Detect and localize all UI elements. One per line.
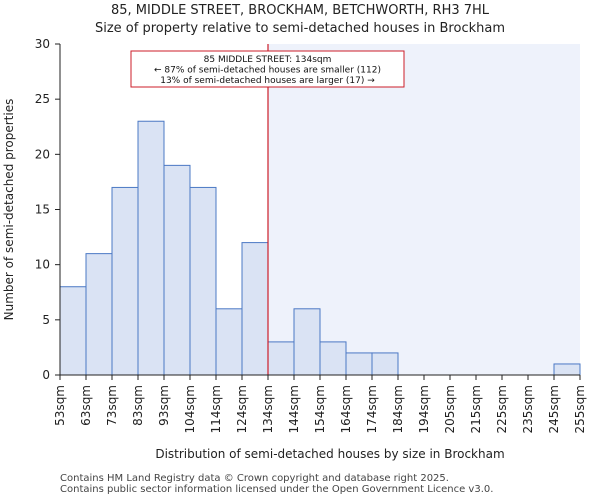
bar-164sqm: [345, 352, 373, 376]
annotation-line-1: 85 MIDDLE STREET: 134sqm: [204, 55, 332, 65]
y-tick-label: 30: [35, 37, 50, 51]
x-tick-label: 104sqm: [183, 385, 197, 433]
bar-134sqm: [267, 341, 295, 376]
annotation-line-2: ← 87% of semi-detached houses are smalle…: [154, 66, 381, 76]
chart-subtitle: Size of property relative to semi-detach…: [94, 21, 505, 36]
x-tick-label: 215sqm: [469, 385, 483, 433]
x-tick-label: 83sqm: [131, 385, 145, 426]
y-tick-label: 0: [42, 368, 50, 382]
y-axis-title: Number of semi-detached properties: [2, 99, 16, 321]
bar-245sqm: [553, 363, 581, 376]
x-tick-label: 73sqm: [105, 385, 119, 426]
footer-copyright: Contains HM Land Registry data © Crown c…: [60, 473, 449, 484]
histogram-chart: 0 5 10 15 20 25 30 53sqm 63sqm 73sqm 83sqm 93sqm 10…: [2, 37, 587, 461]
bar-144sqm: [293, 308, 321, 376]
bar-114sqm: [215, 308, 243, 376]
y-tick-label: 5: [42, 313, 50, 327]
x-tick-label: 205sqm: [443, 385, 457, 433]
bar-154sqm: [319, 341, 347, 376]
y-tick-label: 15: [35, 203, 50, 217]
bar-124sqm: [241, 242, 269, 376]
x-tick-label: 114sqm: [209, 385, 223, 433]
bar-63sqm: [85, 253, 113, 376]
x-tick-label: 164sqm: [339, 385, 353, 433]
x-tick-label: 235sqm: [521, 385, 535, 433]
bar-104sqm: [189, 186, 217, 376]
annotation-line-3: 13% of semi-detached houses are larger (…: [160, 76, 375, 86]
x-tick-label: 124sqm: [235, 385, 249, 433]
x-tick-label: 255sqm: [573, 385, 587, 433]
bar-174sqm: [371, 352, 399, 376]
x-tick-label: 93sqm: [157, 385, 171, 426]
x-axis-title: Distribution of semi-detached houses by …: [155, 447, 504, 461]
x-tick-label: 144sqm: [287, 385, 301, 433]
annotation-box: 85 MIDDLE STREET: 134sqm ← 87% of semi-d…: [130, 50, 405, 88]
x-tick-label: 194sqm: [417, 385, 431, 433]
annotation-border: [130, 50, 405, 88]
bar-53sqm: [59, 286, 87, 376]
x-tick-label: 225sqm: [495, 385, 509, 433]
x-tick-label: 53sqm: [53, 385, 67, 426]
bar-93sqm: [163, 164, 191, 376]
x-tick-label: 63sqm: [79, 385, 93, 426]
y-tick-label: 10: [35, 258, 50, 272]
bar-73sqm: [111, 186, 139, 376]
y-tick-label: 25: [35, 92, 50, 106]
y-tick-label: 20: [35, 147, 50, 161]
x-tick-label: 154sqm: [313, 385, 327, 433]
x-tick-label: 184sqm: [391, 385, 405, 433]
x-tick-label: 245sqm: [547, 385, 561, 433]
x-tick-label: 174sqm: [365, 385, 379, 433]
x-tick-label: 134sqm: [261, 385, 275, 433]
bar-83sqm: [137, 120, 165, 376]
footer-licence: Contains public sector information licen…: [60, 484, 494, 495]
chart-title: 85, MIDDLE STREET, BROCKHAM, BETCHWORTH,…: [110, 3, 490, 18]
